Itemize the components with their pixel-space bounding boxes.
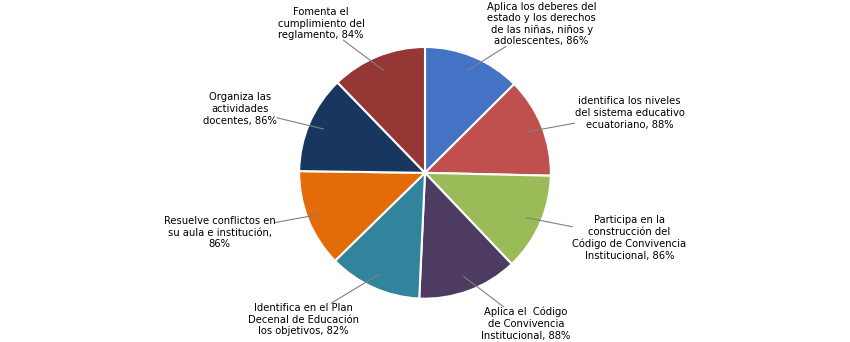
Wedge shape [425, 84, 551, 176]
Wedge shape [419, 173, 512, 299]
Text: Identifica en el Plan
Decenal de Educación
los objetivos, 82%: Identifica en el Plan Decenal de Educaci… [248, 274, 380, 337]
Wedge shape [337, 47, 425, 173]
Text: Aplica el  Código
de Convivencia
Institucional, 88%: Aplica el Código de Convivencia Instituc… [464, 277, 570, 341]
Text: Organiza las
actividades
docentes, 86%: Organiza las actividades docentes, 86% [203, 92, 323, 129]
Text: Aplica los deberes del
estado y los derechos
de las niñas, niños y
adolescentes,: Aplica los deberes del estado y los dere… [468, 2, 597, 70]
Wedge shape [335, 173, 425, 299]
Text: Participa en la
construcción del
Código de Convivencia
Institucional, 86%: Participa en la construcción del Código … [526, 215, 687, 261]
Wedge shape [425, 173, 551, 264]
Wedge shape [299, 82, 425, 173]
Wedge shape [299, 171, 425, 261]
Text: Resuelve conflictos en
su aula e institución,
86%: Resuelve conflictos en su aula e institu… [164, 214, 322, 249]
Text: Fomenta el
cumplimiento del
reglamento, 84%: Fomenta el cumplimiento del reglamento, … [278, 7, 383, 70]
Wedge shape [425, 47, 514, 173]
Text: identifica los niveles
del sistema educativo
ecuatoriano, 88%: identifica los niveles del sistema educa… [528, 96, 684, 132]
